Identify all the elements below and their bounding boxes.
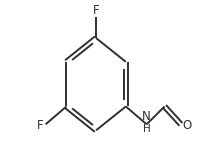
Text: F: F [93, 4, 99, 17]
Text: F: F [37, 119, 43, 132]
Text: H: H [143, 124, 151, 134]
Text: N: N [142, 110, 151, 123]
Text: O: O [183, 119, 192, 132]
